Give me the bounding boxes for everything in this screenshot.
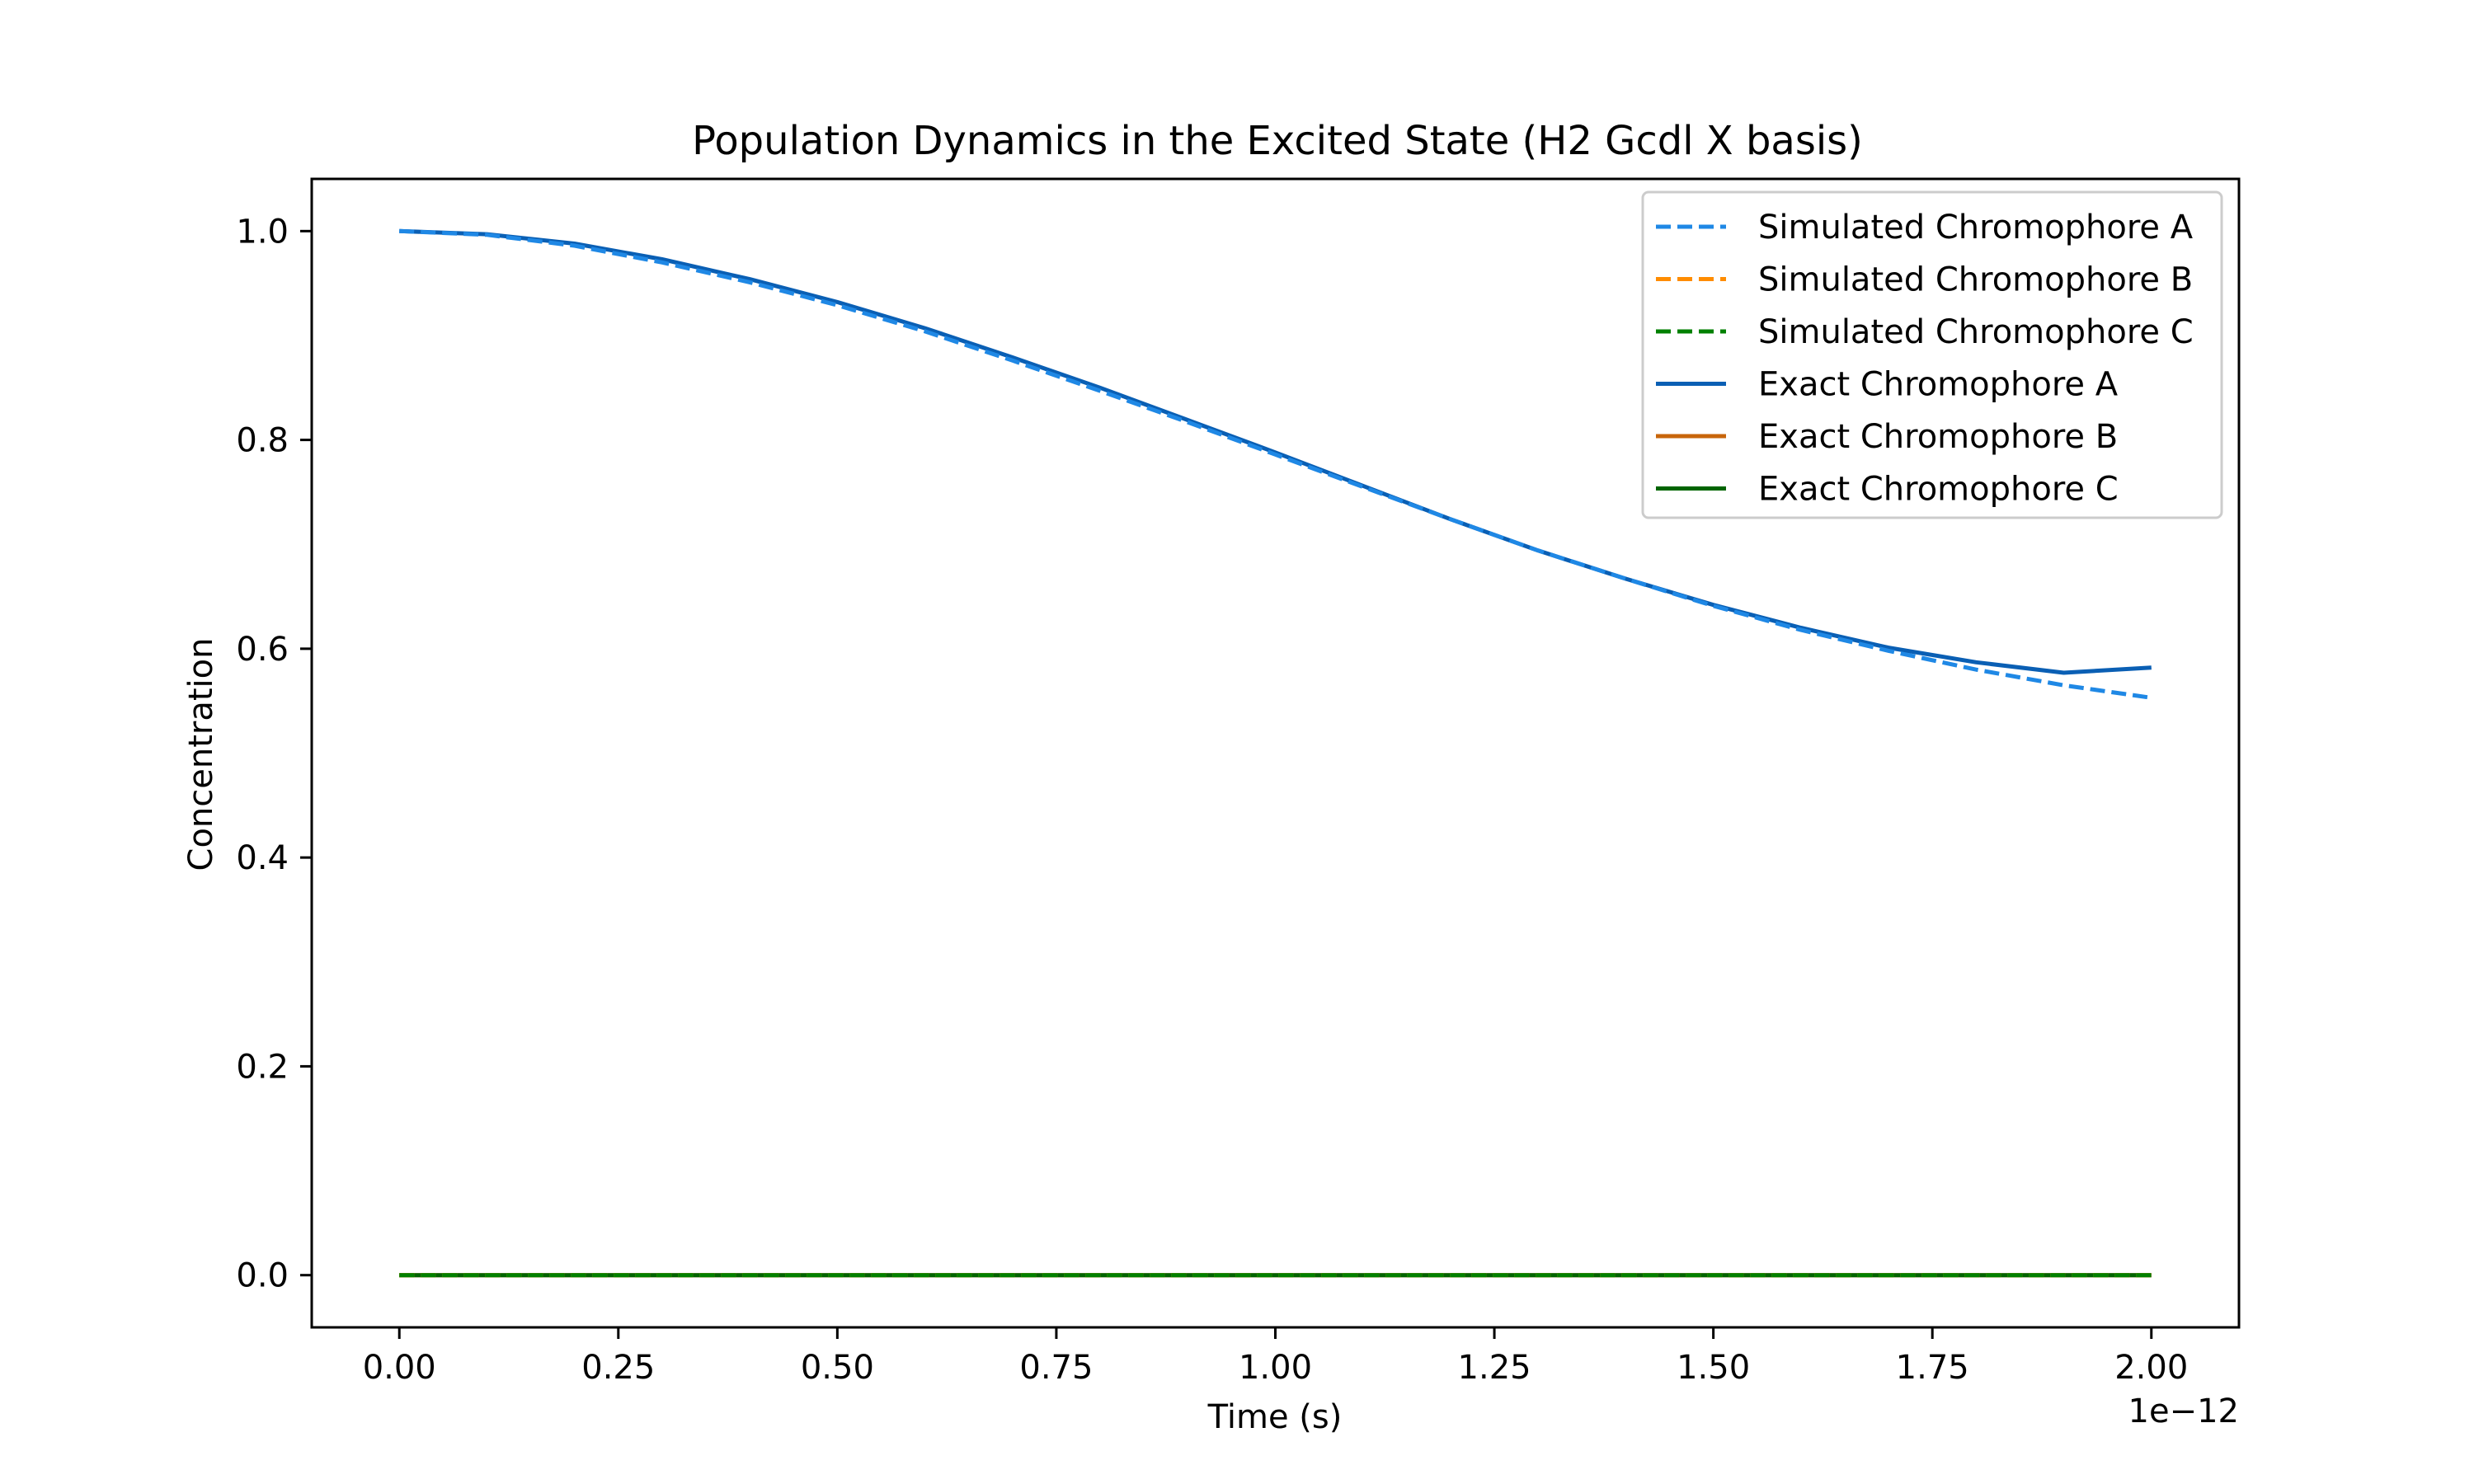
x-tick-label: 0.25 — [581, 1349, 655, 1387]
legend-frame — [1641, 190, 2223, 519]
x-tick-label: 1.75 — [1896, 1349, 1969, 1387]
legend-label: Simulated Chromophore A — [1758, 209, 2194, 247]
y-tick-label: 1.0 — [236, 213, 289, 251]
x-tick-label: 0.50 — [801, 1349, 874, 1387]
y-axis: 0.0 0.2 0.4 0.6 0.8 1.0 — [236, 213, 312, 1295]
chart-title: Population Dynamics in the Excited State… — [692, 118, 1863, 164]
y-tick-label: 0.8 — [236, 422, 289, 460]
y-tick-label: 0.2 — [236, 1048, 289, 1086]
y-tick-label: 0.6 — [236, 631, 289, 669]
x-tick-label: 2.00 — [2114, 1349, 2188, 1387]
legend-label: Simulated Chromophore C — [1758, 313, 2194, 351]
x-axis-offset-text: 1e−12 — [2128, 1392, 2239, 1430]
x-tick-label: 0.75 — [1019, 1349, 1093, 1387]
y-tick-label: 0.0 — [236, 1257, 289, 1295]
x-tick-label: 1.25 — [1458, 1349, 1531, 1387]
y-axis-label: Concentration — [182, 638, 220, 871]
x-tick-label: 0.00 — [363, 1349, 436, 1387]
legend-label: Exact Chromophore C — [1758, 471, 2119, 509]
y-tick-label: 0.4 — [236, 839, 289, 877]
legend-label: Exact Chromophore B — [1758, 418, 2118, 456]
plot-lines — [399, 228, 2152, 1278]
x-axis-label: Time (s) — [1207, 1398, 1343, 1436]
legend-label: Simulated Chromophore B — [1758, 261, 2193, 299]
x-axis: 0.00 0.25 0.50 0.75 1.00 1.25 1.50 1.75 2.00 — [363, 1327, 2188, 1387]
series-line-simulated-chromophore-a — [399, 228, 2152, 700]
legend: Simulated Chromophore A Simulated Chromop… — [1641, 190, 2223, 519]
x-tick-label: 1.00 — [1239, 1349, 1312, 1387]
legend-label: Exact Chromophore A — [1758, 366, 2119, 404]
x-tick-label: 1.50 — [1677, 1349, 1750, 1387]
